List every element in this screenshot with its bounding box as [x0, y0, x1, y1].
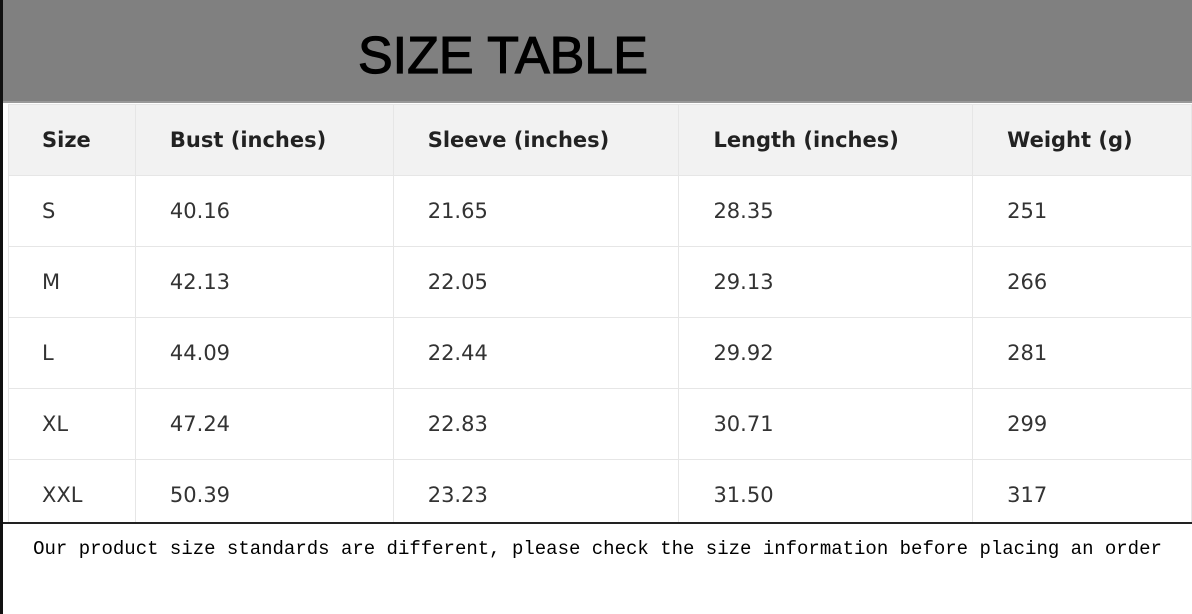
table-row: XXL 50.39 23.23 31.50 317	[8, 459, 1192, 531]
page-title: SIZE TABLE	[357, 26, 648, 85]
cell-sleeve: 22.44	[392, 317, 680, 389]
cell-weight: 281	[972, 317, 1192, 389]
header-length: Length (inches)	[678, 104, 974, 176]
cell-length: 29.92	[678, 317, 974, 389]
header-sleeve: Sleeve (inches)	[392, 104, 680, 176]
cell-length: 29.13	[678, 246, 974, 318]
cell-bust: 44.09	[134, 317, 394, 389]
cell-weight: 251	[972, 175, 1192, 247]
header-bust: Bust (inches)	[134, 104, 394, 176]
cell-weight: 266	[972, 246, 1192, 318]
cell-size: S	[8, 175, 136, 247]
cell-length: 30.71	[678, 388, 974, 460]
cell-sleeve: 23.23	[392, 459, 680, 531]
cell-weight: 317	[972, 459, 1192, 531]
size-note: Our product size standards are different…	[3, 522, 1192, 614]
cell-length: 28.35	[678, 175, 974, 247]
size-table: Size Bust (inches) Sleeve (inches) Lengt…	[8, 104, 1192, 531]
table-row: M 42.13 22.05 29.13 266	[8, 246, 1192, 318]
table-row: XL 47.24 22.83 30.71 299	[8, 388, 1192, 460]
cell-size: M	[8, 246, 136, 318]
cell-size: XXL	[8, 459, 136, 531]
header-size: Size	[8, 104, 136, 176]
cell-length: 31.50	[678, 459, 974, 531]
table-header-row: Size Bust (inches) Sleeve (inches) Lengt…	[8, 104, 1192, 176]
cell-sleeve: 21.65	[392, 175, 680, 247]
cell-bust: 47.24	[134, 388, 394, 460]
table-row: L 44.09 22.44 29.92 281	[8, 317, 1192, 389]
cell-sleeve: 22.83	[392, 388, 680, 460]
cell-bust: 50.39	[134, 459, 394, 531]
cell-bust: 40.16	[134, 175, 394, 247]
cell-size: L	[8, 317, 136, 389]
cell-size: XL	[8, 388, 136, 460]
title-banner: SIZE TABLE	[3, 0, 1192, 103]
cell-sleeve: 22.05	[392, 246, 680, 318]
table-row: S 40.16 21.65 28.35 251	[8, 175, 1192, 247]
cell-bust: 42.13	[134, 246, 394, 318]
cell-weight: 299	[972, 388, 1192, 460]
header-weight: Weight (g)	[972, 104, 1192, 176]
